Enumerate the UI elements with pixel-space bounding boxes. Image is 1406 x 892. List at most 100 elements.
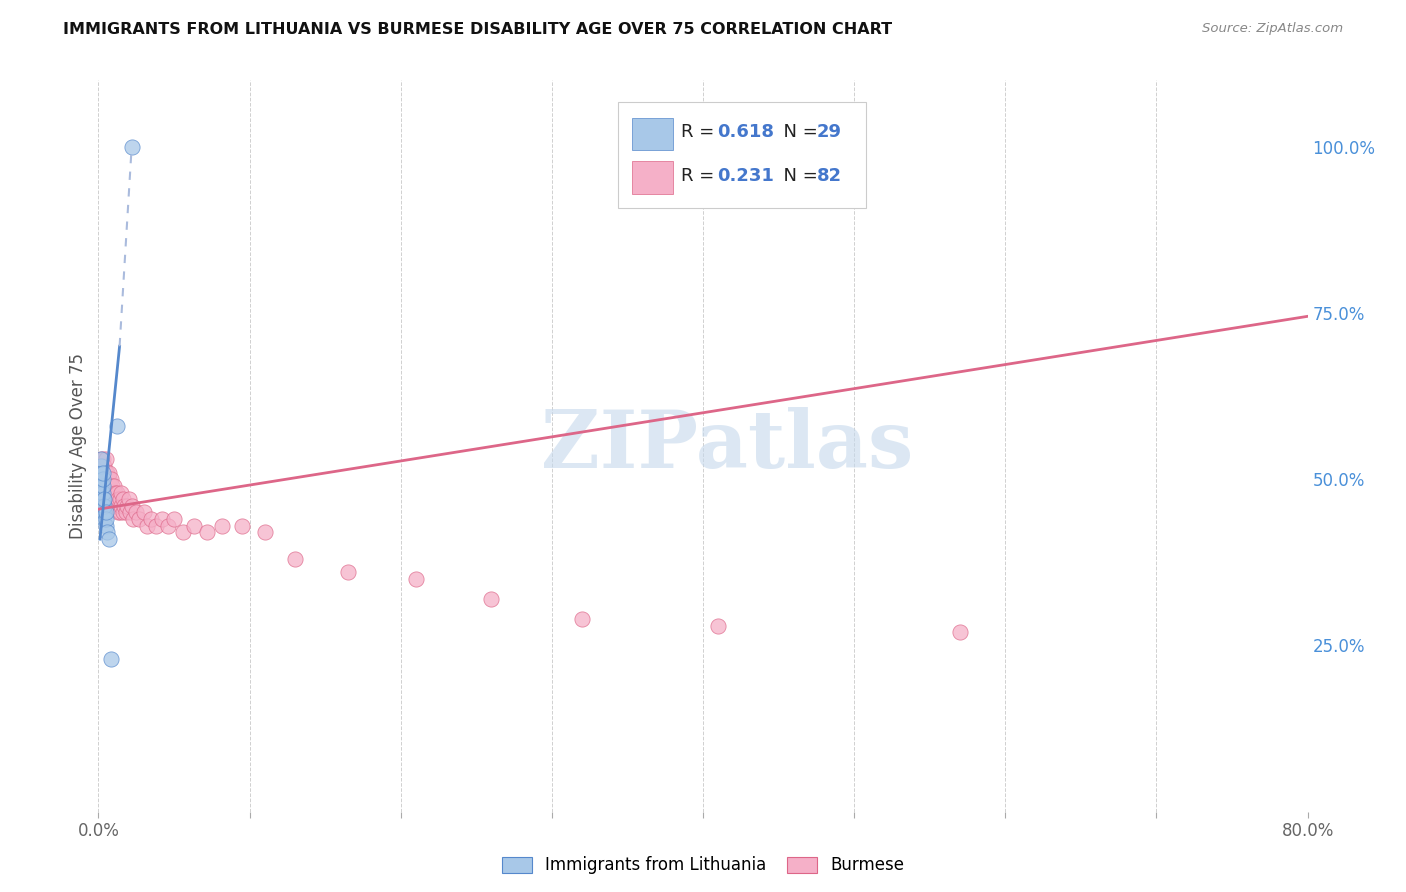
Point xyxy=(103,492,125,507)
Text: 29: 29 xyxy=(817,123,842,141)
Point xyxy=(90,492,112,507)
Text: ZIPatlas: ZIPatlas xyxy=(541,407,914,485)
Point xyxy=(949,625,972,640)
Legend: Immigrants from Lithuania, Burmese: Immigrants from Lithuania, Burmese xyxy=(498,851,908,880)
Point xyxy=(101,479,124,493)
Point xyxy=(93,485,115,500)
Point xyxy=(94,518,117,533)
Point xyxy=(172,525,194,540)
Point xyxy=(284,552,307,566)
Point xyxy=(100,499,122,513)
Point xyxy=(94,466,117,480)
Point xyxy=(100,485,122,500)
Point xyxy=(96,492,118,507)
Text: N =: N = xyxy=(772,167,824,186)
Point xyxy=(90,479,112,493)
Point xyxy=(91,499,114,513)
Point xyxy=(91,472,114,486)
Point xyxy=(108,492,131,507)
Point xyxy=(100,492,122,507)
Point xyxy=(107,506,129,520)
Text: N =: N = xyxy=(772,123,824,141)
Point xyxy=(91,472,114,486)
Point xyxy=(101,499,124,513)
Point xyxy=(98,472,121,486)
Point xyxy=(98,466,121,480)
Text: 0.231: 0.231 xyxy=(717,167,775,186)
Point xyxy=(96,472,118,486)
Point xyxy=(91,466,114,480)
Point xyxy=(93,492,115,507)
Point xyxy=(93,458,115,473)
FancyBboxPatch shape xyxy=(631,118,672,150)
Point xyxy=(93,472,115,486)
Point xyxy=(125,506,148,520)
Point xyxy=(156,518,179,533)
Point xyxy=(89,479,111,493)
Point xyxy=(114,506,136,520)
FancyBboxPatch shape xyxy=(631,161,672,194)
Point xyxy=(93,512,115,526)
Point xyxy=(707,618,730,632)
Point xyxy=(89,466,111,480)
Point xyxy=(89,466,111,480)
Point xyxy=(108,506,131,520)
Point xyxy=(89,472,111,486)
FancyBboxPatch shape xyxy=(619,103,866,209)
Point xyxy=(94,485,117,500)
Text: R =: R = xyxy=(682,123,720,141)
Point xyxy=(93,499,115,513)
Point xyxy=(90,452,112,467)
Point xyxy=(94,512,117,526)
Point xyxy=(96,525,118,540)
Point xyxy=(135,518,157,533)
Point xyxy=(98,532,121,546)
Point xyxy=(90,485,112,500)
Point xyxy=(231,518,253,533)
Point xyxy=(115,499,138,513)
Point xyxy=(93,492,115,507)
Point xyxy=(90,458,112,473)
Point xyxy=(98,492,121,507)
Point xyxy=(101,492,124,507)
Point xyxy=(93,506,115,520)
Point xyxy=(100,472,122,486)
Point xyxy=(103,499,125,513)
Point xyxy=(405,572,427,586)
Text: IMMIGRANTS FROM LITHUANIA VS BURMESE DISABILITY AGE OVER 75 CORRELATION CHART: IMMIGRANTS FROM LITHUANIA VS BURMESE DIS… xyxy=(63,22,893,37)
Point xyxy=(90,485,112,500)
Point xyxy=(132,506,155,520)
Point xyxy=(94,452,117,467)
Point xyxy=(145,518,167,533)
Y-axis label: Disability Age Over 75: Disability Age Over 75 xyxy=(69,353,87,539)
Point xyxy=(120,506,142,520)
Point xyxy=(96,466,118,480)
Point xyxy=(107,492,129,507)
Point xyxy=(211,518,233,533)
Point xyxy=(89,472,111,486)
Point xyxy=(94,472,117,486)
Point xyxy=(91,479,114,493)
Point xyxy=(96,479,118,493)
Text: Source: ZipAtlas.com: Source: ZipAtlas.com xyxy=(1202,22,1343,36)
Point xyxy=(105,485,128,500)
Text: 82: 82 xyxy=(817,167,842,186)
Point xyxy=(163,512,186,526)
Point xyxy=(104,499,127,513)
Point xyxy=(105,419,128,434)
Point xyxy=(90,452,112,467)
Text: R =: R = xyxy=(682,167,720,186)
Point xyxy=(94,479,117,493)
Point xyxy=(336,566,359,580)
Point xyxy=(118,492,141,507)
Point xyxy=(141,512,163,526)
Point xyxy=(128,512,150,526)
Point xyxy=(110,485,132,500)
Point xyxy=(90,472,112,486)
Point xyxy=(98,485,121,500)
Point xyxy=(195,525,218,540)
Point xyxy=(91,506,114,520)
Point xyxy=(111,506,134,520)
Text: 0.618: 0.618 xyxy=(717,123,775,141)
Point xyxy=(103,479,125,493)
